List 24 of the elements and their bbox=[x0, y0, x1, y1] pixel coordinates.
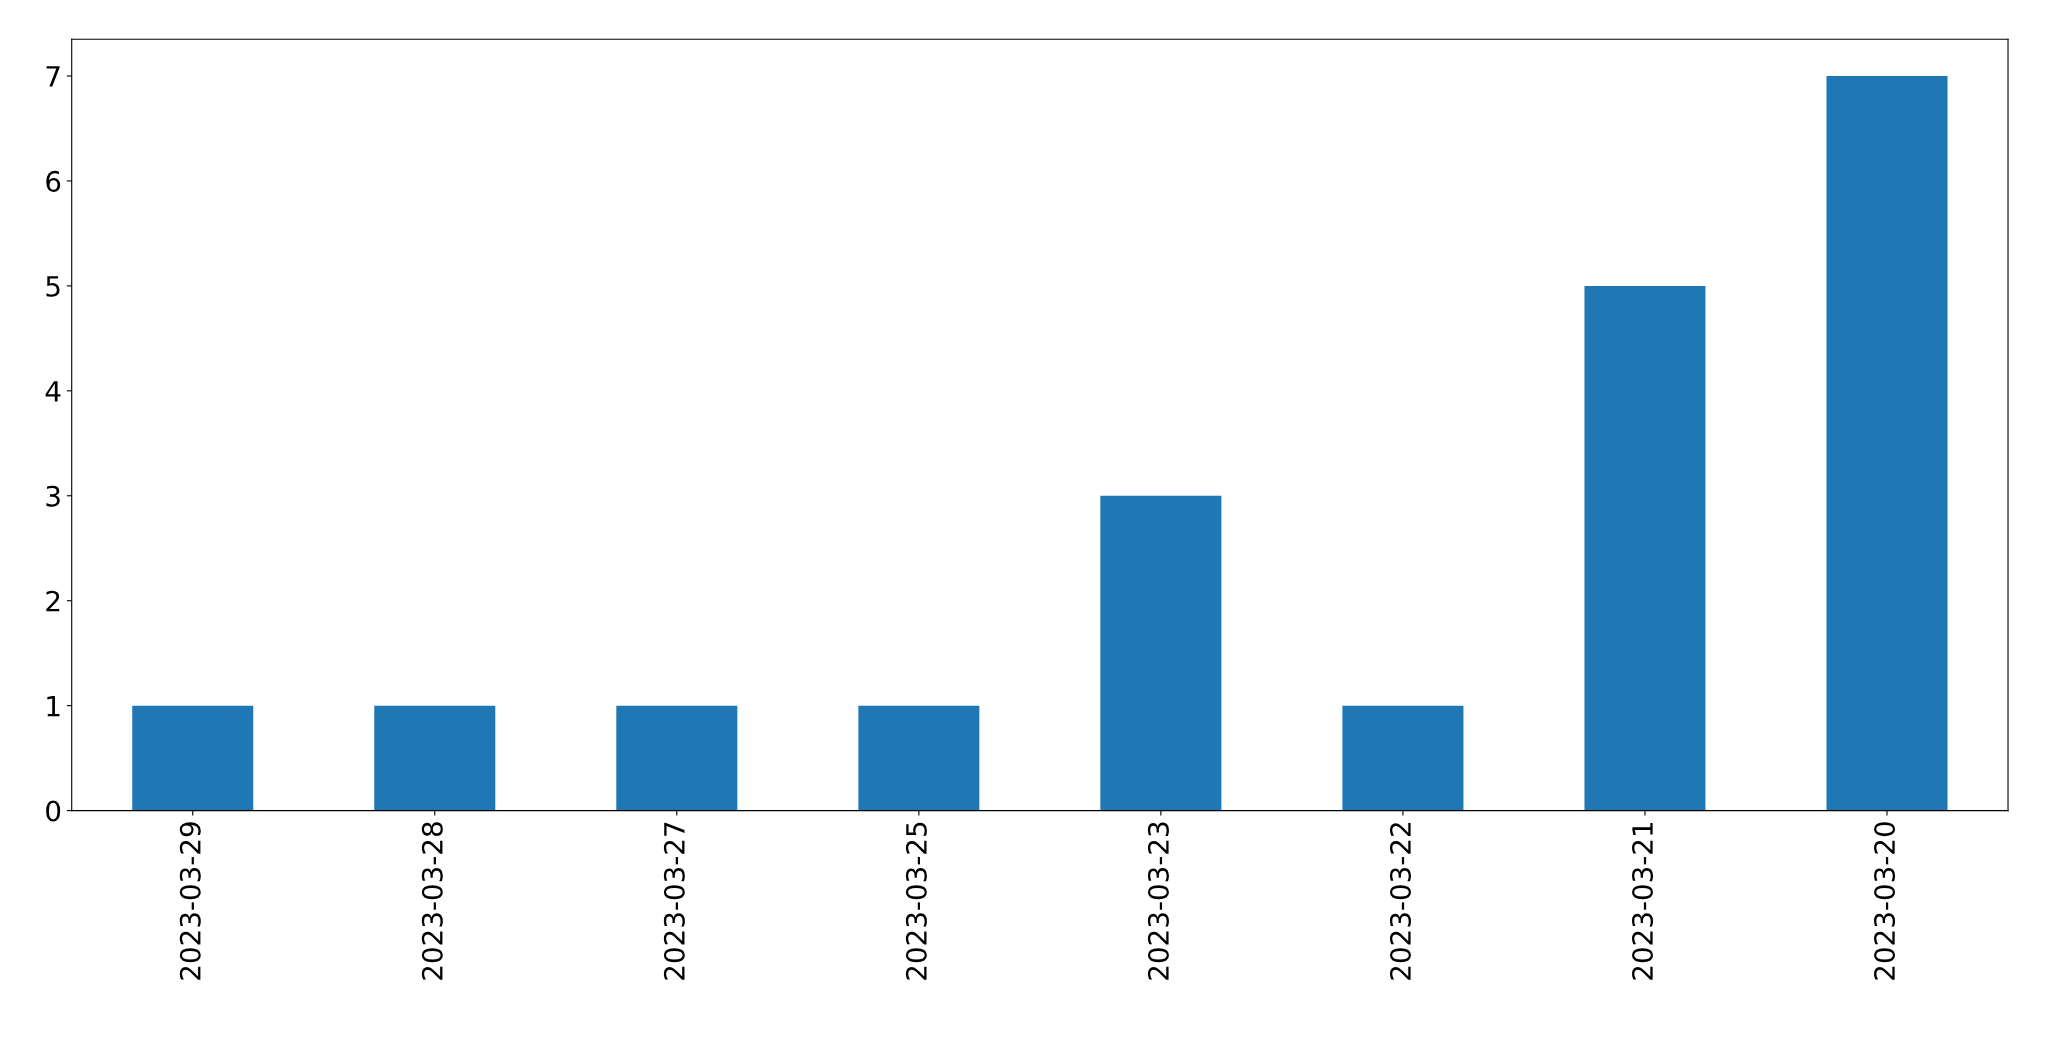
bar bbox=[1100, 495, 1222, 811]
bar bbox=[1826, 75, 1948, 811]
y-tick-label: 3 bbox=[46, 485, 60, 507]
y-tick-label: 7 bbox=[46, 66, 60, 87]
x-tick-label: 2023-03-22 bbox=[1389, 823, 1411, 980]
x-tick-label: 2023-03-27 bbox=[663, 822, 685, 980]
y-tick-label: 4 bbox=[45, 381, 61, 402]
bar bbox=[616, 705, 738, 811]
y-tick-label: 1 bbox=[47, 695, 60, 717]
x-tick-label: 2023-03-21 bbox=[1632, 822, 1654, 980]
x-tick-label: 2023-03-28 bbox=[421, 822, 443, 980]
x-tick-label: 2023-03-29 bbox=[179, 822, 201, 980]
x-tick-label: 2023-03-23 bbox=[1147, 822, 1169, 980]
bar bbox=[858, 705, 980, 811]
bar bbox=[1584, 285, 1706, 811]
x-tick-label: 2023-03-25 bbox=[905, 822, 927, 980]
y-tick-label: 6 bbox=[46, 170, 61, 192]
bar bbox=[374, 705, 496, 811]
bar bbox=[1342, 705, 1464, 811]
y-tick-label: 0 bbox=[46, 800, 61, 822]
y-tick-label: 5 bbox=[46, 276, 60, 297]
x-tick-label: 2023-03-20 bbox=[1874, 822, 1896, 980]
bar bbox=[132, 705, 254, 811]
y-tick-label: 2 bbox=[46, 590, 60, 612]
